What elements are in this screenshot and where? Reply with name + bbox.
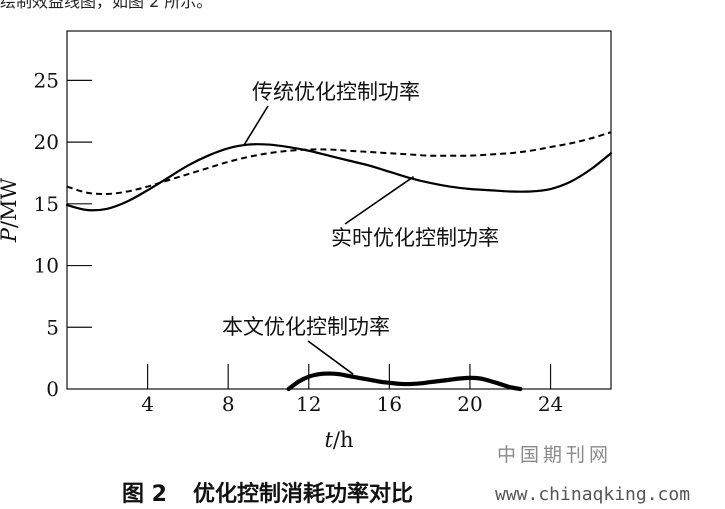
figure-caption: 图 2 优化控制消耗功率对比: [122, 476, 413, 508]
x-tick-label: 12: [296, 392, 321, 416]
realtime-power-line: [66, 131, 612, 196]
annotation-leader-line: [344, 176, 415, 225]
y-axis-title: P/MW: [0, 177, 21, 243]
x-tick-label: 20: [457, 392, 482, 416]
watermark-cn: 中国期刊网: [497, 444, 613, 466]
proposed-power-label: 本文优化控制功率: [222, 315, 390, 339]
x-tick-label: 4: [141, 392, 154, 416]
realtime-power-label: 实时优化控制功率: [331, 226, 499, 250]
traditional-power-label: 传统优化控制功率: [252, 80, 420, 104]
figure-title: 优化控制消耗功率对比: [192, 482, 413, 507]
top-text: 绘制效益线图，如图 2 所示。: [0, 0, 213, 11]
y-tick-label: 20: [34, 130, 59, 154]
x-axis-symbol: t: [324, 428, 333, 452]
x-axis-unit: /h: [333, 428, 354, 452]
y-tick-label: 0: [46, 377, 59, 401]
traditional-power-line: [65, 143, 613, 212]
x-tick-label: 8: [222, 392, 235, 416]
annotation-leader-line: [243, 105, 269, 145]
y-tick-label: 5: [46, 315, 59, 339]
x-axis-title: t/h: [324, 428, 353, 452]
x-tick-label: 16: [377, 392, 402, 416]
power-comparison-chart: 4 8 12 16 20 24 0 5 10 15 20 25 传统优化控制功率实时优化控制功率本文优…: [0, 30, 613, 452]
figure-number: 图 2: [122, 482, 167, 507]
y-axis-unit: /MW: [0, 177, 21, 228]
watermark-url: www.chinaqking.com: [495, 484, 691, 505]
proposed-power-line: [286, 371, 523, 392]
y-tick-label: 25: [34, 68, 59, 92]
annotation-leader-line: [307, 340, 354, 375]
x-tick-label: 24: [538, 392, 563, 416]
y-axis-symbol: P: [0, 227, 21, 243]
y-tick-label: 10: [34, 254, 59, 278]
plot-frame: [66, 30, 612, 390]
y-tick-label: 15: [34, 192, 59, 216]
